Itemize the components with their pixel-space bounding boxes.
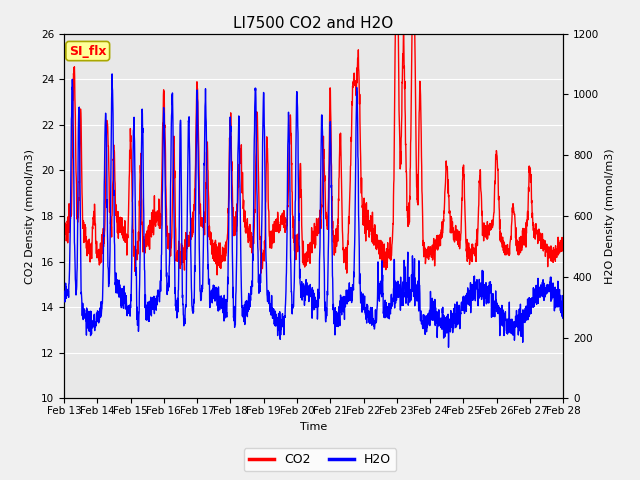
Title: LI7500 CO2 and H2O: LI7500 CO2 and H2O [234,16,394,31]
Text: SI_flx: SI_flx [69,45,106,58]
Y-axis label: H2O Density (mmol/m3): H2O Density (mmol/m3) [605,148,615,284]
X-axis label: Time: Time [300,421,327,432]
Y-axis label: CO2 Density (mmol/m3): CO2 Density (mmol/m3) [26,148,35,284]
Legend: CO2, H2O: CO2, H2O [244,448,396,471]
